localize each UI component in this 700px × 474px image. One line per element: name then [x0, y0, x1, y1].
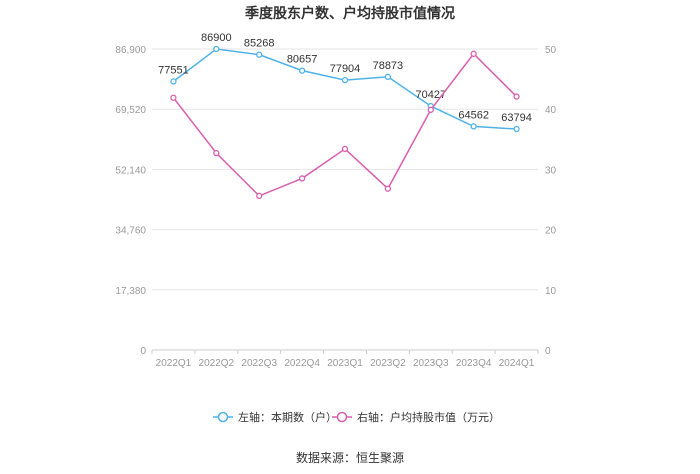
right-tick-label: 10: [545, 286, 557, 297]
data-label-households: 70427: [415, 89, 446, 101]
point-market-value: [427, 106, 434, 113]
data-source: 数据来源：恒生聚源: [296, 450, 404, 465]
left-tick-label: 52,140: [115, 165, 146, 176]
x-tick-label: 2023Q2: [370, 358, 406, 369]
chart-title: 季度股东户数、户均持股市值情况: [244, 5, 455, 21]
legend-swatch-marker: [217, 411, 229, 423]
x-tick-label: 2023Q4: [456, 358, 492, 369]
point-market-value: [213, 149, 220, 157]
point-market-value: [298, 175, 306, 182]
x-axis-ticks: 2022Q1 2022Q2 2022Q3 2022Q4 2023Q1 2023Q2 2023…: [151, 350, 539, 369]
point-households: [384, 73, 392, 80]
x-tick-label: 2024Q1: [499, 358, 535, 369]
point-market-value: [470, 50, 477, 57]
x-tick-label: 2022Q2: [199, 358, 235, 369]
data-label-households: 63794: [501, 112, 532, 124]
x-tick-label: 2022Q3: [241, 358, 277, 369]
data-label-households: 86900: [201, 32, 232, 44]
right-tick-label: 20: [545, 226, 557, 237]
left-axis-ticks: 0 17,380 34,760 52,140 69,520 86,900: [115, 45, 146, 357]
data-label-households: 77904: [330, 63, 361, 75]
left-tick-label: 69,520: [115, 105, 146, 116]
legend-swatch-marker: [336, 411, 348, 423]
point-households: [256, 51, 263, 58]
left-tick-label: 86,900: [115, 45, 146, 56]
point-households: [298, 67, 306, 74]
data-label-households: 80657: [287, 54, 318, 66]
right-tick-label: 40: [545, 105, 557, 116]
left-tick-label: 17,380: [115, 286, 146, 297]
x-tick-label: 2022Q4: [284, 358, 320, 369]
point-market-value: [513, 93, 520, 100]
grid-layer: [152, 48, 538, 351]
point-market-value: [170, 94, 177, 101]
x-tick-label: 2023Q3: [413, 358, 449, 369]
point-market-value: [341, 145, 349, 153]
point-households: [513, 125, 520, 133]
right-axis-ticks: 0 10 20 30 40 50: [545, 45, 557, 357]
point-market-value: [256, 192, 263, 200]
right-tick-label: 50: [545, 45, 557, 56]
point-households: [170, 78, 177, 85]
data-label-households: 77551: [158, 64, 189, 76]
x-tick-label: 2022Q1: [156, 358, 192, 369]
legend-label: 左轴：本期数（户）: [238, 410, 337, 424]
series-layer: 77551 86900 85268 80657 77904 78873 70427 64562…: [158, 32, 532, 200]
legend-label: 右轴：户均持股市值（万元）: [357, 410, 500, 424]
data-label-households: 78873: [373, 60, 404, 72]
x-tick-label: 2023Q1: [327, 358, 363, 369]
legend: 左轴：本期数（户） 右轴：户均持股市值（万元）: [213, 410, 500, 424]
point-market-value: [384, 185, 392, 192]
point-households: [213, 45, 220, 53]
data-label-households: 64562: [458, 109, 489, 121]
right-tick-label: 0: [545, 346, 551, 357]
left-tick-label: 0: [140, 346, 146, 357]
left-tick-label: 34,760: [115, 226, 146, 237]
right-tick-label: 30: [545, 165, 557, 176]
data-label-households: 85268: [244, 38, 275, 50]
point-households: [470, 123, 477, 130]
point-households: [341, 77, 349, 84]
